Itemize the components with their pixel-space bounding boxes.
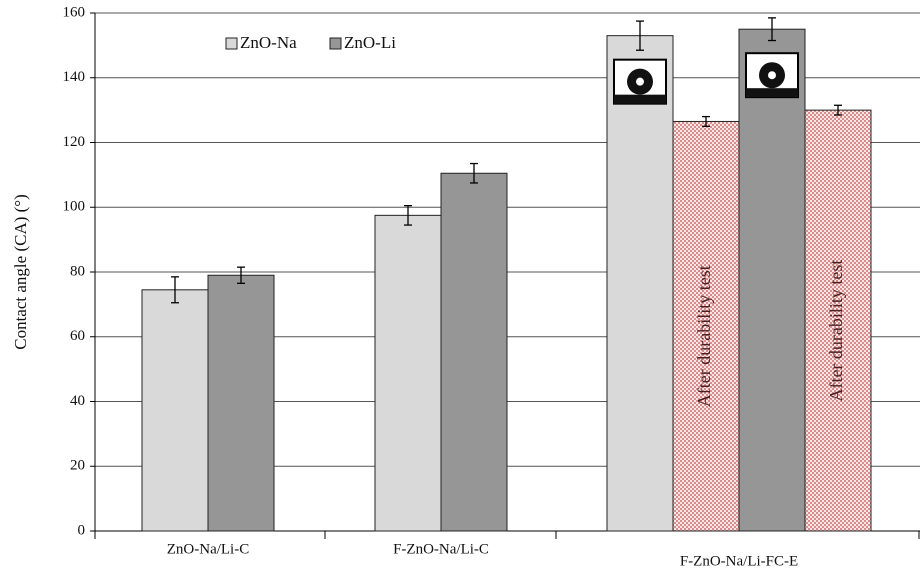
error-bar (171, 276, 179, 304)
y-tick-label: 160 (63, 4, 86, 20)
x-tick-label: F-ZnO-Na/Li-C (393, 541, 489, 557)
droplet-shine (636, 77, 644, 86)
legend-swatch (329, 37, 342, 50)
y-tick-label: 80 (70, 263, 85, 279)
bar-label: After durability test (694, 265, 714, 407)
x-tick-label: F-ZnO-Na/Li-FC-E (680, 553, 798, 569)
error-bar (702, 115, 710, 127)
droplet-shine (768, 71, 776, 80)
y-tick-label: 140 (63, 69, 86, 85)
error-bar (636, 20, 644, 51)
bar (374, 214, 442, 532)
y-tick-label: 120 (63, 134, 86, 150)
y-axis-label: Contact angle (CA) (°) (11, 194, 30, 350)
bar (141, 289, 209, 532)
error-bar (768, 17, 776, 42)
error-bar (237, 266, 245, 284)
substrate (614, 94, 666, 104)
error-bar (470, 162, 478, 184)
legend-label: ZnO-Na (240, 33, 297, 52)
legend-label: ZnO-Li (344, 33, 396, 52)
bar (738, 28, 806, 532)
error-bar (834, 104, 842, 116)
y-tick-label: 100 (63, 199, 86, 215)
x-tick-label: ZnO-Na/Li-C (167, 541, 249, 557)
bar-label: After durability test (826, 260, 846, 402)
bar (606, 35, 674, 532)
substrate (746, 88, 798, 98)
y-tick-label: 20 (70, 458, 85, 474)
error-bar (404, 204, 412, 226)
y-tick-label: 40 (70, 393, 85, 409)
legend-swatch (225, 37, 238, 50)
y-tick-label: 60 (70, 328, 85, 344)
bar (207, 274, 275, 532)
bar (672, 120, 740, 532)
bar (440, 172, 508, 532)
bar (804, 109, 872, 532)
y-tick-label: 0 (78, 522, 86, 538)
